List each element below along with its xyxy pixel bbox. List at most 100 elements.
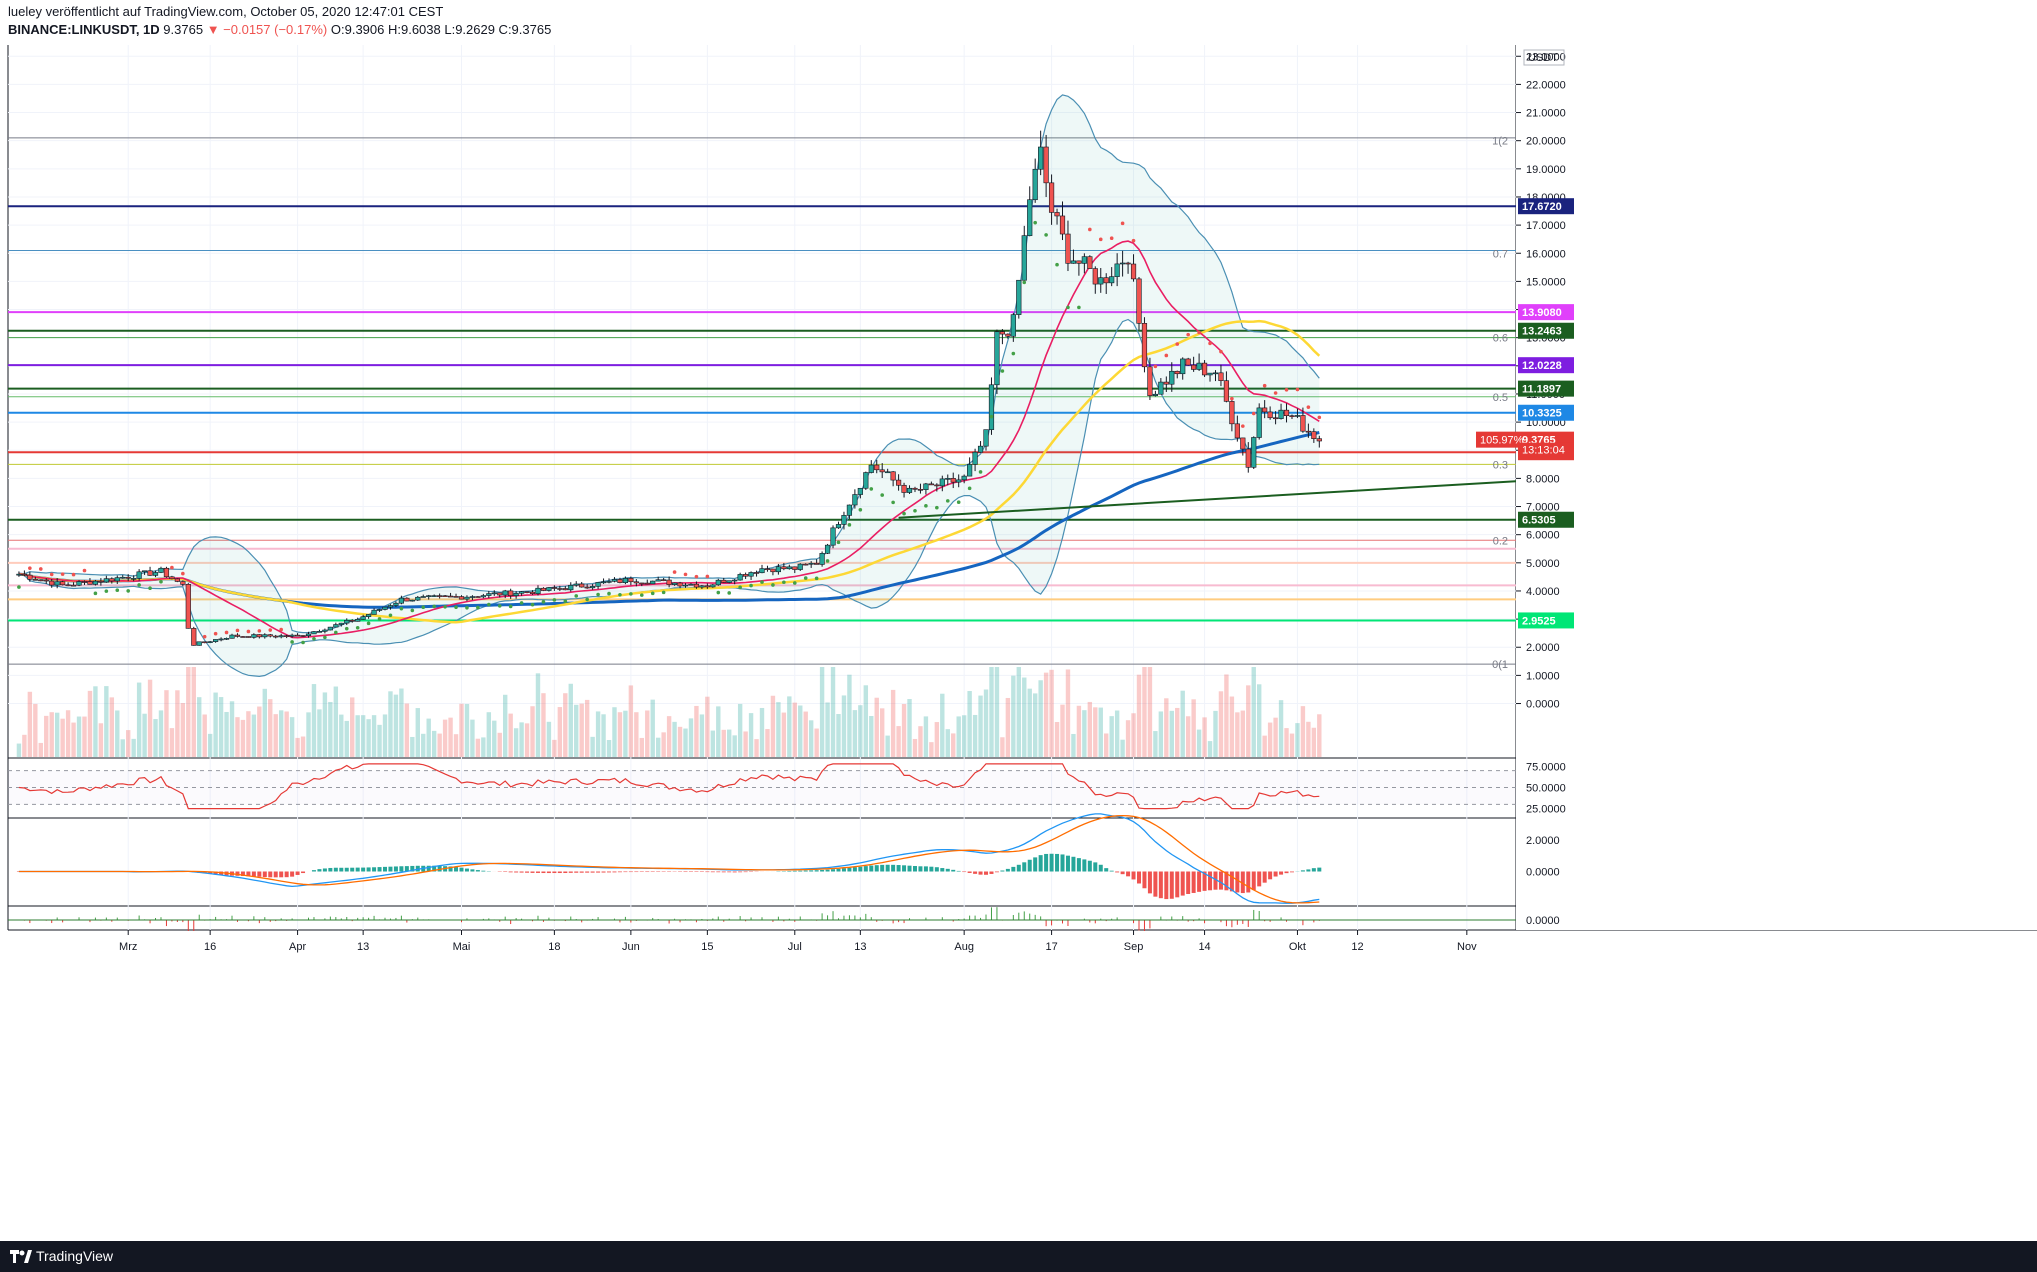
candle-body	[753, 572, 760, 574]
volume-bar	[1251, 667, 1256, 757]
psar-dot	[607, 591, 611, 596]
candle-body	[1191, 364, 1197, 370]
volume-bar	[994, 667, 1000, 757]
candle-body	[1130, 263, 1137, 280]
candle-body	[54, 581, 60, 586]
psar-dot	[126, 589, 131, 593]
level-badge	[1518, 511, 1574, 528]
candle-body	[639, 582, 645, 585]
macd-histogram-bar	[902, 865, 907, 872]
candle-body	[682, 584, 689, 587]
volume-bar	[328, 701, 333, 757]
fib-level-label: 0.6	[1493, 333, 1508, 345]
macd-histogram-bar	[246, 871, 251, 877]
psar-dot	[1262, 383, 1267, 388]
candle-body	[1005, 333, 1011, 337]
volume-bar	[655, 737, 661, 757]
volume-bar	[322, 692, 328, 757]
volume-bar	[1311, 727, 1317, 757]
psar-dot	[989, 414, 994, 419]
volume-bar	[579, 703, 584, 757]
macd-histogram-bar	[1098, 864, 1103, 872]
volume-bar	[961, 715, 967, 757]
psar-dot	[880, 493, 885, 497]
volume-bar	[306, 712, 311, 757]
volume-bar	[672, 721, 677, 757]
psar-dot	[202, 634, 207, 639]
candle-body	[573, 583, 579, 586]
candle-body	[76, 581, 82, 586]
volume-bar	[677, 726, 683, 757]
psar-dot	[235, 628, 240, 633]
candle-body	[1169, 370, 1175, 385]
psar-dot	[836, 540, 841, 545]
volume-bar	[295, 737, 300, 757]
candle-body	[1043, 146, 1049, 184]
volume-bar	[557, 707, 563, 757]
candle-body	[131, 578, 137, 580]
volume-bar	[776, 702, 781, 757]
volume-bar	[1240, 710, 1246, 757]
candle-body	[874, 464, 880, 471]
macd-histogram-bar	[1131, 871, 1136, 880]
macd-histogram-bar	[552, 871, 557, 874]
macd-histogram-bar	[1022, 862, 1027, 872]
chart[interactable]: 0.00001.00002.00003.00004.00005.00006.00…	[0, 0, 2037, 1241]
macd-histogram-bar	[634, 871, 639, 873]
volume-bar	[1076, 705, 1082, 757]
price-tick-label: 2.0000	[1526, 642, 1560, 654]
macd-histogram-bar	[1137, 871, 1141, 884]
symbol-name[interactable]: BINANCE:LINKUSDT, 1D	[8, 22, 160, 37]
candle-body	[584, 586, 590, 589]
volume-bar	[541, 693, 546, 757]
volume-bar	[1207, 741, 1213, 757]
volume-bar	[612, 707, 617, 757]
psar-dot	[334, 630, 338, 635]
volume-bar	[273, 714, 278, 757]
macd-histogram-bar	[907, 865, 912, 872]
psar-dot	[1251, 411, 1256, 416]
macd-histogram-bar	[240, 871, 245, 876]
volume-bar	[1196, 729, 1202, 757]
candle-body	[469, 596, 476, 598]
volume-bar	[1071, 733, 1076, 757]
fib-level-label: 0(1	[1492, 659, 1508, 671]
candle-body	[934, 484, 940, 487]
volume-bar	[1257, 684, 1262, 757]
candle-body	[1016, 279, 1022, 315]
candle-body	[426, 595, 432, 597]
macd-histogram-bar	[738, 871, 743, 873]
volume-bar	[1267, 722, 1273, 757]
candle-body	[393, 602, 399, 606]
candle-body	[1136, 278, 1142, 324]
volume-bar	[22, 734, 27, 757]
candle-body	[174, 578, 180, 582]
candle-body	[398, 597, 404, 604]
volume-bar	[93, 686, 98, 757]
macd-histogram-bar	[1224, 871, 1229, 891]
rsi-tick-label: 75.0000	[1526, 761, 1566, 773]
candle-body	[529, 591, 536, 594]
price-tick-label: 7.0000	[1526, 502, 1560, 514]
candle-body	[1185, 358, 1191, 366]
macd-histogram-bar	[377, 867, 382, 872]
psar-dot	[967, 486, 972, 491]
candle-body	[213, 639, 219, 642]
macd-histogram-bar	[1082, 859, 1087, 872]
candle-body	[1021, 235, 1027, 281]
macd-histogram-bar	[208, 871, 213, 875]
psar-dot	[574, 594, 579, 598]
price-change: ▼ −0.0157 (−0.17%)	[206, 22, 328, 37]
macd-histogram-bar	[787, 870, 792, 872]
psar-dot	[17, 585, 21, 589]
macd-histogram-bar	[399, 866, 404, 872]
volume-bar	[858, 705, 863, 757]
volume-bar	[601, 714, 606, 757]
volume-bar	[44, 715, 49, 757]
volume-bar	[748, 713, 754, 757]
volume-bar	[437, 733, 442, 757]
macd-histogram-bar	[1169, 871, 1174, 899]
candle-body	[633, 581, 639, 584]
psar-dot	[792, 581, 797, 585]
currency-tag	[1523, 49, 1565, 66]
